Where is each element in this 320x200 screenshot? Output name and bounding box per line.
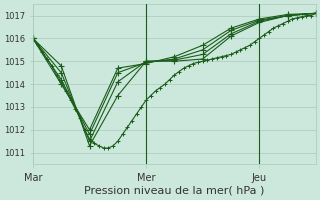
X-axis label: Pression niveau de la mer( hPa ): Pression niveau de la mer( hPa ) xyxy=(84,186,265,196)
